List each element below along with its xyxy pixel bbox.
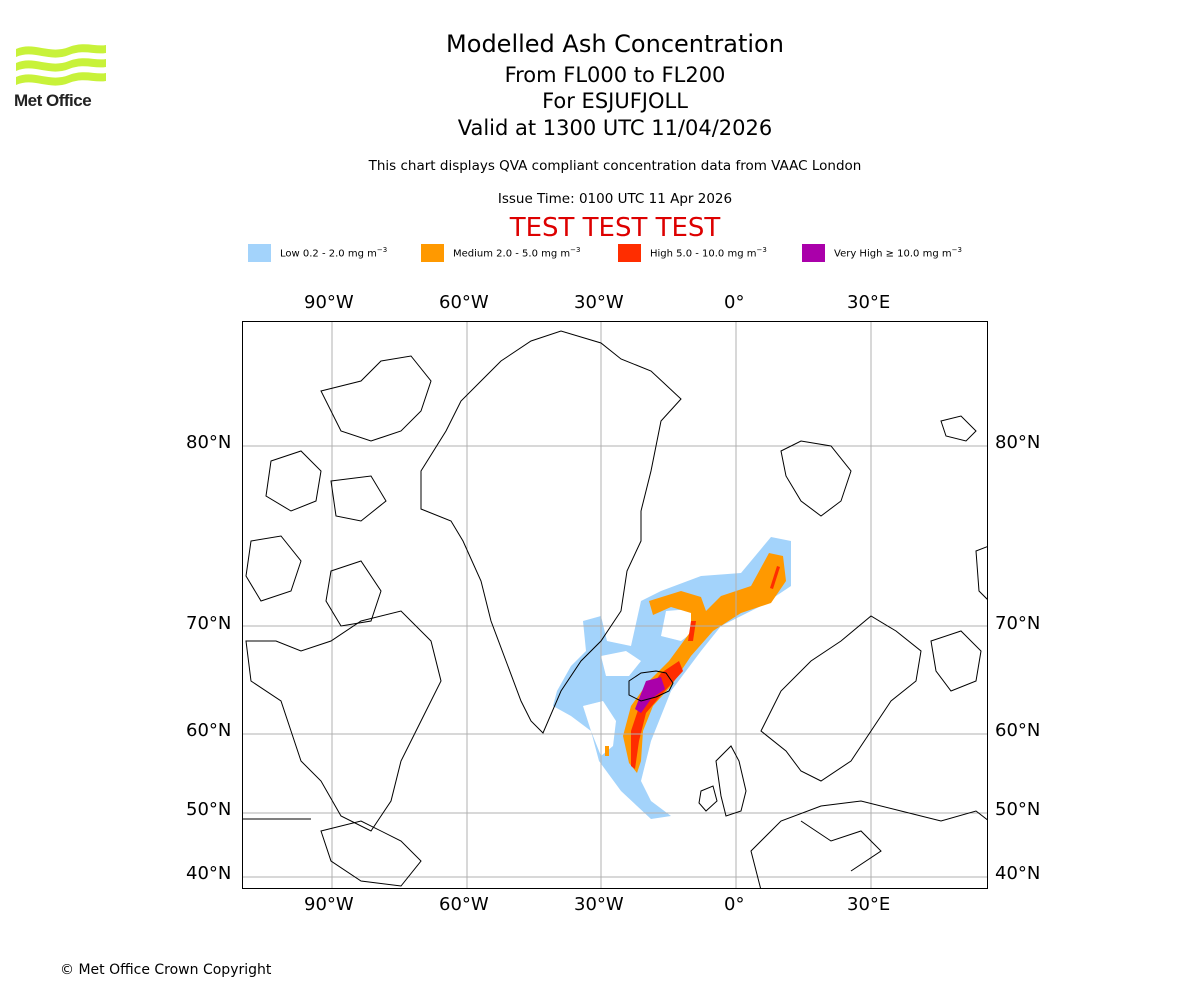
lon-label-bottom-30w: 30°W	[574, 894, 624, 915]
met-office-logo-text: Met Office	[14, 91, 92, 110]
lon-label-bottom-60w: 60°W	[439, 894, 489, 915]
ash-plume-medium	[605, 553, 786, 773]
lat-label-left-40n: 40°N	[186, 863, 232, 884]
legend-label-low: Low 0.2 - 2.0 mg m	[280, 248, 377, 260]
flight-level-range: From FL000 to FL200	[504, 63, 726, 87]
lon-label-top-0: 0°	[724, 292, 745, 313]
map-canvas	[243, 322, 987, 888]
valid-time: Valid at 1300 UTC 11/04/2026	[457, 116, 773, 140]
lat-label-right-60n: 60°N	[995, 720, 1041, 741]
lat-label-left-70n: 70°N	[186, 613, 232, 634]
legend-label-medium: Medium 2.0 - 5.0 mg m	[453, 248, 571, 260]
lat-label-left-80n: 80°N	[186, 432, 232, 453]
test-banner: TEST TEST TEST	[509, 213, 721, 243]
low-swatch-icon	[248, 244, 271, 262]
high-swatch-icon	[618, 244, 641, 262]
issue-time: Issue Time: 0100 UTC 11 Apr 2026	[497, 191, 733, 207]
lon-label-top-60w: 60°W	[439, 292, 489, 313]
legend-label-very-high: Very High ≥ 10.0 mg m	[834, 248, 952, 260]
lon-label-top-30e: 30°E	[847, 292, 891, 313]
legend-item-low: Low 0.2 - 2.0 mg m−3	[248, 244, 387, 262]
lat-label-right-50n: 50°N	[995, 799, 1041, 820]
lon-label-top-90w: 90°W	[304, 292, 354, 313]
copyright-notice: © Met Office Crown Copyright	[60, 962, 272, 978]
lon-label-bottom-0: 0°	[724, 894, 745, 915]
lat-label-left-60n: 60°N	[186, 720, 232, 741]
graticule	[243, 322, 987, 888]
ash-plume-very-high	[635, 677, 665, 713]
lon-label-bottom-90w: 90°W	[304, 894, 354, 915]
ash-map[interactable]	[242, 321, 988, 889]
lon-label-top-30w: 30°W	[574, 292, 624, 313]
chart-title: Modelled Ash Concentration	[446, 30, 784, 58]
legend-label-high: High 5.0 - 10.0 mg m	[650, 248, 757, 260]
legend-item-medium: Medium 2.0 - 5.0 mg m−3	[421, 244, 580, 262]
very-high-swatch-icon	[802, 244, 825, 262]
lat-label-right-40n: 40°N	[995, 863, 1041, 884]
volcano-name: For ESJUFJOLL	[542, 89, 688, 113]
coastlines	[243, 330, 987, 888]
lat-label-right-80n: 80°N	[995, 432, 1041, 453]
lon-label-bottom-30e: 30°E	[847, 894, 891, 915]
lat-label-left-50n: 50°N	[186, 799, 232, 820]
chart-description: This chart displays QVA compliant concen…	[368, 158, 862, 174]
medium-swatch-icon	[421, 244, 444, 262]
legend-item-very-high: Very High ≥ 10.0 mg m−3	[802, 244, 962, 262]
met-office-logo-icon	[16, 44, 106, 86]
lat-label-right-70n: 70°N	[995, 613, 1041, 634]
legend-item-high: High 5.0 - 10.0 mg m−3	[618, 244, 767, 262]
